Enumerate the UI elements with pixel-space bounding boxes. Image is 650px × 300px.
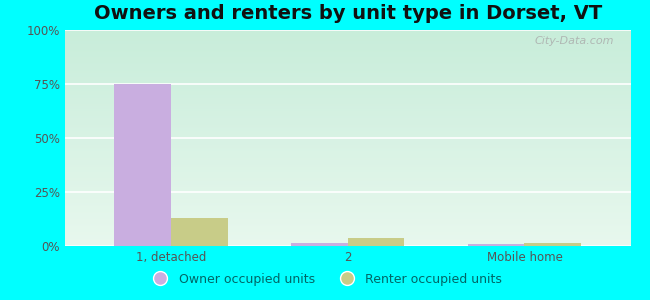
Bar bbox=[291, 243, 348, 246]
Text: City-Data.com: City-Data.com bbox=[534, 37, 614, 46]
Bar bbox=[348, 238, 404, 246]
Bar bbox=[468, 244, 525, 246]
Legend: Owner occupied units, Renter occupied units: Owner occupied units, Renter occupied un… bbox=[143, 268, 507, 291]
Bar bbox=[114, 84, 171, 246]
Bar bbox=[171, 218, 228, 246]
Title: Owners and renters by unit type in Dorset, VT: Owners and renters by unit type in Dorse… bbox=[94, 4, 602, 23]
Bar bbox=[525, 243, 581, 246]
